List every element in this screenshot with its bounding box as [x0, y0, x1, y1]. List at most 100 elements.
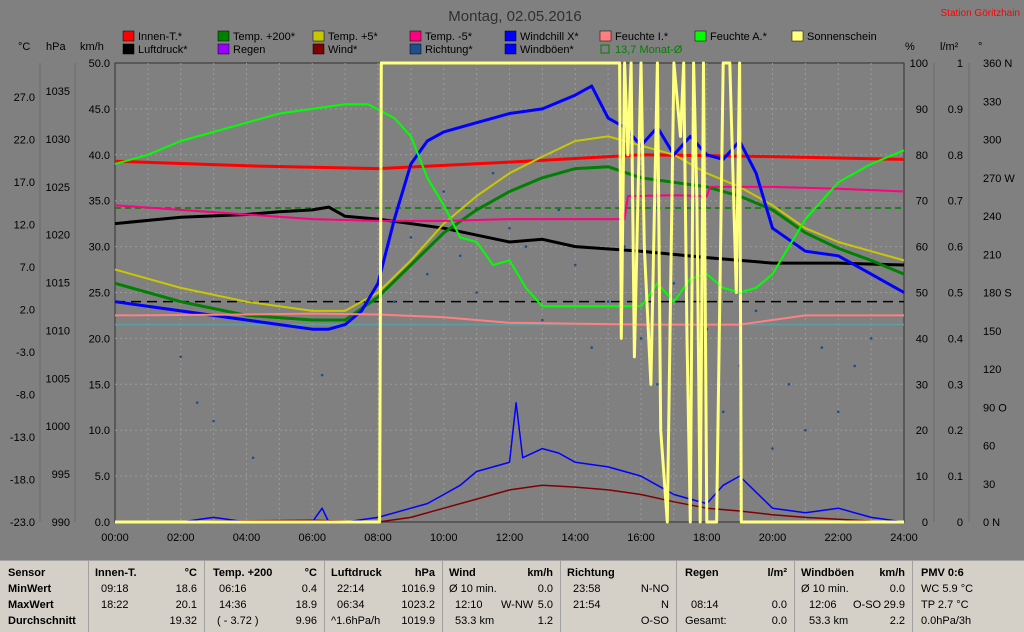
axes: 00:00 02:00 04:00 06:00 08:00 10:00 12:00 14:00… [10, 58, 1015, 544]
wind-header: Wind [449, 567, 476, 579]
boeen-avg-distance: 53.3 km [809, 615, 849, 627]
lm2-tick-label: 1 [957, 58, 963, 70]
legend-label: Luftdruck* [138, 44, 188, 56]
degree-tick-label: 150 [983, 326, 1001, 338]
wind-max-value: 5.0 [537, 599, 553, 611]
series-line [115, 61, 904, 524]
innen-min-value: 18.6 [175, 583, 197, 595]
boeen-max-direction: O-SO [853, 599, 882, 611]
x-tick-label: 12:00 [496, 532, 524, 544]
direction-dot [869, 337, 873, 340]
degree-tick-label: 120 [983, 364, 1001, 376]
richtung-min-time: 23:58 [573, 583, 601, 595]
kmh-tick-label: 35.0 [89, 196, 110, 208]
legend-swatch [217, 30, 230, 42]
percent-tick-label: 80 [916, 150, 928, 162]
legend-swatch [217, 43, 230, 55]
innen-unit: °C [184, 567, 197, 579]
kmh-tick-label: 40.0 [89, 150, 110, 162]
pmv-windchill: WC 5.9 °C [921, 583, 974, 595]
unit-kmh: km/h [80, 41, 104, 53]
lm2-tick-label: 0.7 [948, 196, 963, 208]
legend-swatch [312, 43, 325, 55]
legend-label: Temp. +5* [328, 31, 379, 43]
direction-dot [393, 300, 396, 303]
direction-dot [787, 383, 791, 386]
degree-tick-label: 0 N [983, 517, 1000, 529]
temp200-avg-note: ( - 3.72 ) [217, 615, 259, 627]
direction-dot [820, 346, 824, 349]
celsius-tick-label: 27.0 [14, 92, 35, 104]
innen-avg-value: 19.32 [169, 615, 197, 627]
temp200-max-time: 14:36 [219, 599, 247, 611]
percent-tick-label: 90 [916, 104, 928, 116]
hpa-tick-label: 1005 [46, 373, 70, 385]
temp200-avg-value: 9.96 [295, 615, 317, 627]
lm2-tick-label: 0.6 [948, 242, 963, 254]
regen-header: Regen [685, 567, 719, 579]
percent-tick-label: 20 [916, 425, 928, 437]
unit-degree: ° [978, 41, 982, 53]
stats-sensor-header: Sensor [8, 567, 46, 579]
regen-total-label: Gesamt: [685, 615, 727, 627]
x-tick-label: 08:00 [364, 532, 392, 544]
direction-dot [442, 190, 446, 193]
kmh-tick-label: 15.0 [89, 379, 110, 391]
kmh-tick-label: 0.0 [95, 517, 110, 529]
wind-unit: km/h [527, 567, 553, 579]
x-tick-label: 02:00 [167, 532, 195, 544]
legend-swatch [791, 30, 804, 42]
wind-max-time: 12:10 [455, 599, 483, 611]
unit-percent: % [905, 41, 915, 53]
x-tick-label: 16:00 [627, 532, 655, 544]
degree-tick-label: 90 O [983, 402, 1007, 414]
x-tick-label: 22:00 [824, 532, 852, 544]
legend-swatch [312, 30, 325, 42]
boeen-max-value: 29.9 [883, 599, 905, 611]
percent-tick-label: 40 [916, 333, 928, 345]
luft-unit: hPa [414, 567, 435, 579]
lm2-tick-label: 0.9 [948, 104, 963, 116]
degree-tick-label: 30 [983, 479, 995, 491]
hpa-tick-label: 1015 [46, 278, 70, 290]
innen-max-value: 20.1 [175, 599, 197, 611]
statistics-panel: Sensor MinWert MaxWert Durchschnitt Inne… [0, 560, 1024, 632]
stats-col-windboeen: Windböen km/h Ø 10 min. 0.0 12:06 O-SO 2… [794, 561, 913, 632]
direction-dot [475, 291, 478, 294]
innen-max-time: 18:22 [101, 599, 129, 611]
percent-tick-label: 30 [916, 379, 928, 391]
stats-col-pmv: PMV 0:6 WC 5.9 °C TP 2.7 °C 0.0hPa/3h [912, 561, 1024, 632]
hpa-tick-label: 995 [52, 469, 70, 481]
series-line [114, 103, 905, 308]
direction-dot [590, 346, 593, 349]
x-tick-label: 20:00 [759, 532, 787, 544]
kmh-tick-label: 50.0 [89, 58, 110, 70]
direction-dot [754, 309, 758, 313]
direction-dot [557, 208, 561, 212]
richtung-min-value: N-NO [640, 583, 669, 595]
hpa-tick-label: 1025 [46, 182, 70, 194]
direction-dot [853, 364, 856, 368]
series-line [114, 484, 905, 523]
temp200-min-time: 06:16 [219, 583, 247, 595]
wind-max-direction: W-NW [501, 599, 534, 611]
direction-dot [771, 447, 774, 450]
unit-lm2: l/m² [940, 41, 959, 53]
kmh-tick-label: 20.0 [89, 333, 110, 345]
luft-min-time: 22:14 [337, 583, 365, 595]
temp200-unit: °C [304, 567, 317, 579]
series-line [114, 205, 905, 267]
stats-col-sensor: Sensor MinWert MaxWert Durchschnitt [0, 561, 88, 632]
lm2-tick-label: 0.4 [948, 333, 963, 345]
degree-tick-label: 60 [983, 441, 995, 453]
station-label: Station Göritzhain [941, 8, 1021, 19]
direction-dot [508, 226, 511, 230]
x-tick-label: 04:00 [233, 532, 261, 544]
legend-swatch [599, 30, 612, 42]
kmh-tick-label: 25.0 [89, 288, 110, 300]
stats-avg-label: Durchschnitt [8, 615, 76, 627]
celsius-tick-label: -3.0 [16, 347, 35, 359]
x-tick-label: 24:00 [890, 532, 918, 544]
pmv-header: PMV 0:6 [921, 567, 964, 579]
